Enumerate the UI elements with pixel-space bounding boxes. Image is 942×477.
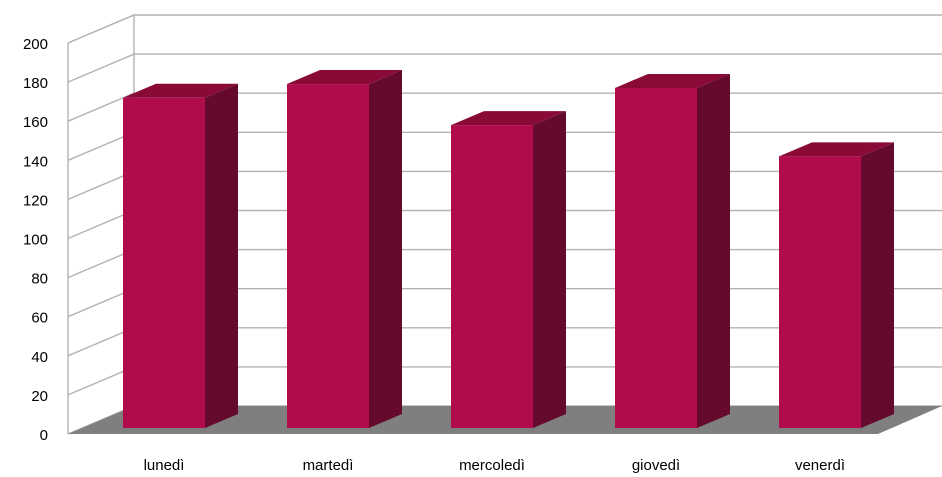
- bar-front: [779, 156, 861, 428]
- bar-side: [697, 73, 730, 428]
- y-tick-label: 200: [23, 36, 48, 53]
- bar-front: [451, 125, 533, 429]
- x-tick-label: martedì: [303, 457, 354, 474]
- bar-top: [451, 111, 566, 126]
- bar: [287, 70, 402, 429]
- bar-top: [287, 70, 402, 85]
- bar-side: [369, 70, 402, 429]
- x-tick-label: lunedì: [144, 457, 185, 474]
- bars: [123, 70, 894, 429]
- y-tick-label: 120: [23, 192, 48, 209]
- bar-side: [533, 111, 566, 429]
- y-tick-label: 60: [31, 310, 48, 327]
- y-tick-label: 20: [31, 388, 48, 405]
- y-tick-label: 0: [40, 427, 48, 444]
- x-tick-label: giovedì: [632, 457, 680, 474]
- bar: [615, 73, 730, 428]
- bar-side: [205, 83, 238, 429]
- gridline: [67, 53, 942, 83]
- bar-top: [123, 83, 238, 98]
- gridline: [67, 14, 942, 44]
- bar-front: [123, 97, 205, 429]
- x-tick-label: venerdì: [795, 457, 845, 474]
- y-tick-label: 80: [31, 271, 48, 288]
- bar-top: [615, 73, 730, 88]
- y-tick-label: 160: [23, 114, 48, 131]
- bar-side: [861, 142, 894, 428]
- bar: [451, 111, 566, 429]
- bar-front: [287, 84, 369, 429]
- bar: [123, 83, 238, 429]
- y-tick-label: 40: [31, 349, 48, 366]
- y-tick-label: 180: [23, 75, 48, 92]
- x-axis-labels: lunedì martedì mercoledì giovedì venerdì: [144, 457, 845, 474]
- bar-top: [779, 142, 894, 157]
- y-axis-ticks: 0 20 40 60 80 100 120 140 160 180 200: [23, 36, 48, 444]
- x-tick-label: mercoledì: [459, 457, 525, 474]
- bar: [779, 142, 894, 428]
- bar-front: [615, 87, 697, 428]
- y-tick-label: 140: [23, 153, 48, 170]
- y-tick-label: 100: [23, 232, 48, 249]
